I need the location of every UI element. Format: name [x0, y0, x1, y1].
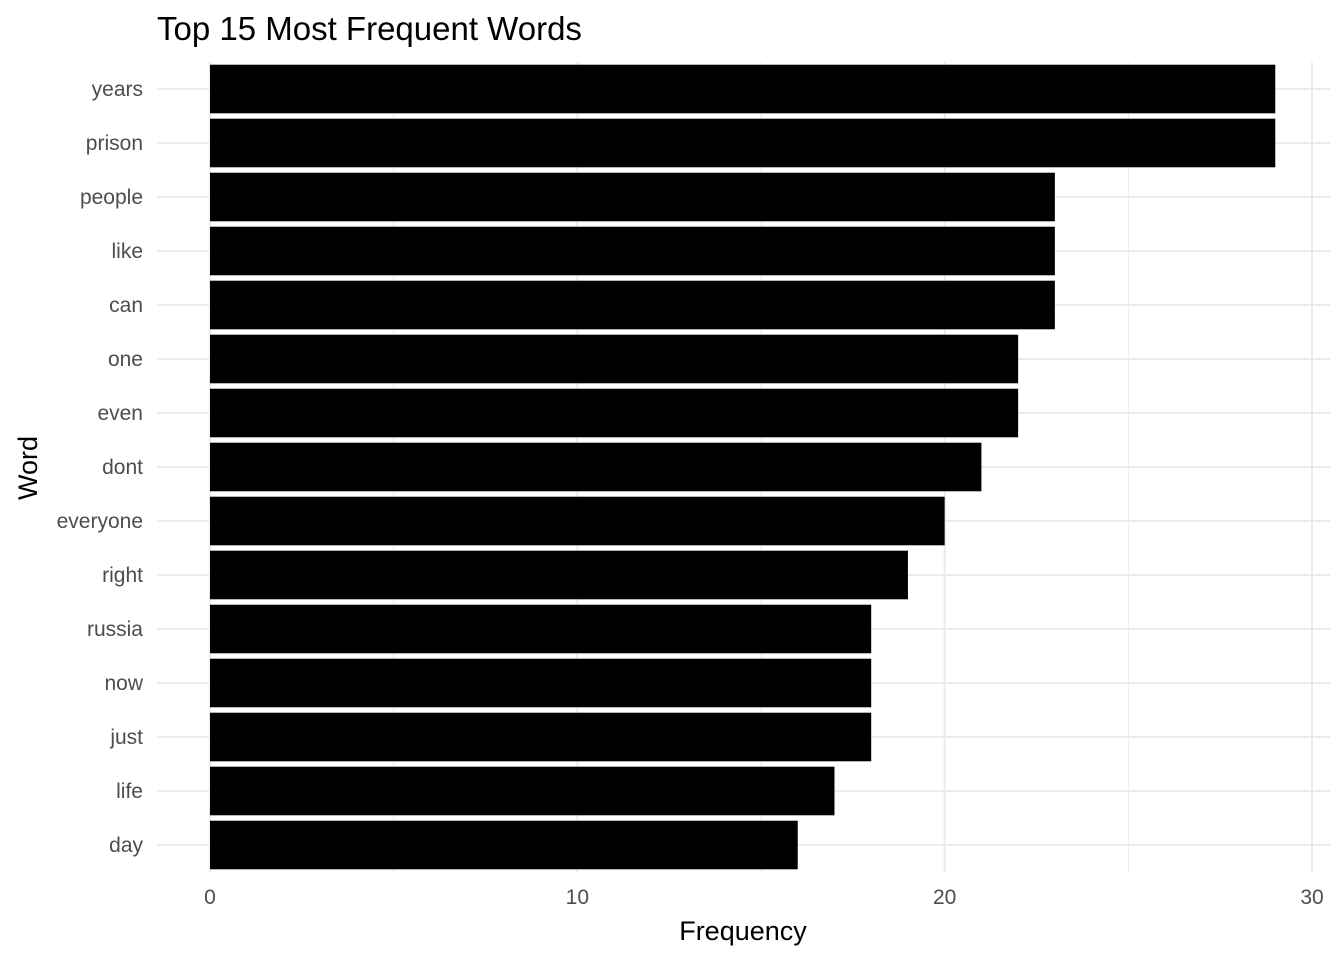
bars [210, 64, 1276, 870]
x-tick-label: 20 [933, 886, 956, 909]
y-tick-label: years [92, 78, 143, 101]
y-axis-title: Word [13, 436, 43, 500]
bar-life [210, 766, 835, 816]
x-tick-label: 10 [566, 886, 589, 909]
bar-prison [210, 118, 1276, 168]
x-tick-labels: 0 10 20 30 [204, 886, 1324, 909]
bar-right [210, 550, 908, 600]
y-tick-label: now [104, 672, 143, 695]
y-tick-label: just [109, 726, 143, 749]
bar-can [210, 280, 1055, 330]
y-tick-label: people [80, 186, 143, 209]
bar-dont [210, 442, 982, 492]
y-tick-label: prison [86, 132, 143, 155]
y-tick-label: everyone [57, 510, 143, 533]
x-axis-title: Frequency [679, 916, 807, 946]
bar-people [210, 172, 1055, 222]
y-tick-label: dont [102, 456, 143, 479]
y-tick-label: russia [87, 618, 143, 641]
bar-like [210, 226, 1055, 276]
bar-one [210, 334, 1019, 384]
bar-just [210, 712, 872, 762]
y-tick-label: one [108, 348, 143, 371]
y-tick-label: right [102, 564, 143, 587]
bar-even [210, 388, 1019, 438]
y-tick-label: life [116, 780, 143, 803]
y-tick-labels: years prison people like can one even dont every… [57, 78, 144, 857]
bar-years [210, 64, 1276, 114]
chart-title: Top 15 Most Frequent Words [157, 10, 582, 47]
y-tick-label: even [97, 402, 143, 425]
x-tick-label: 0 [204, 886, 216, 909]
y-tick-label: day [109, 834, 143, 857]
bar-day [210, 820, 798, 870]
y-tick-label: like [111, 240, 143, 263]
bar-now [210, 658, 872, 708]
x-tick-label: 30 [1300, 886, 1323, 909]
y-tick-label: can [109, 294, 143, 317]
bar-russia [210, 604, 872, 654]
bar-everyone [210, 496, 945, 546]
